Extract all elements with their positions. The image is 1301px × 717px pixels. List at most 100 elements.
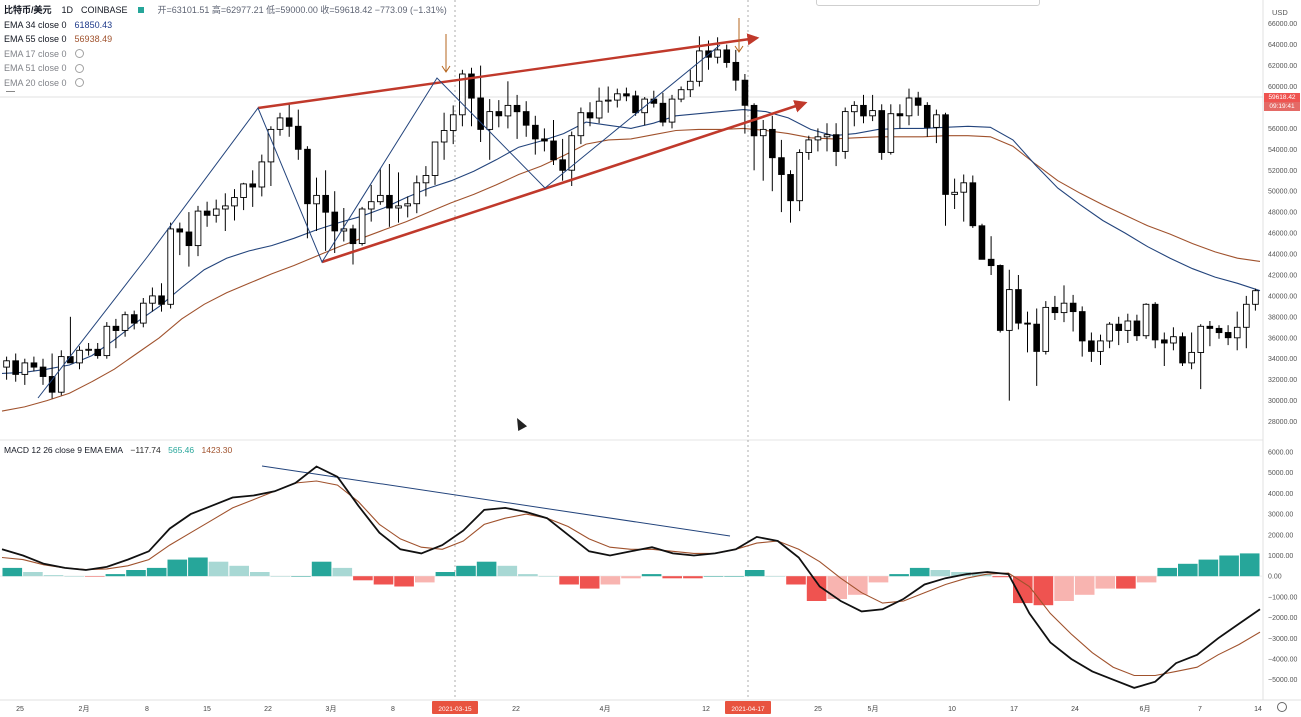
macd-tick-label: 3000.00 xyxy=(1268,512,1293,519)
candle xyxy=(121,311,129,337)
macd-histogram-bar xyxy=(600,576,621,585)
candle xyxy=(778,139,785,213)
candle xyxy=(1024,311,1031,353)
up-candle-body xyxy=(459,73,466,116)
price-tick-label: 44000.00 xyxy=(1268,252,1297,259)
down-candle-body xyxy=(996,265,1004,331)
macd-histogram-bar xyxy=(579,576,600,589)
up-candle-body xyxy=(887,113,895,153)
macd-histogram-bar xyxy=(1095,576,1116,589)
down-candle-body xyxy=(304,148,311,205)
macd-legend[interactable]: MACD 12 26 close 9 EMA EMA −117.74 565.4… xyxy=(4,445,237,455)
date-tick-label: 14 xyxy=(1254,706,1262,713)
up-candle-body xyxy=(103,325,111,357)
macd-histogram-bar xyxy=(270,576,291,577)
candle xyxy=(541,128,548,152)
candle xyxy=(1033,308,1040,386)
up-candle-body xyxy=(686,80,694,91)
candle xyxy=(76,346,83,370)
down-candle-body xyxy=(1224,332,1232,339)
up-candle-body xyxy=(933,114,940,128)
top-toolbar-box[interactable] xyxy=(816,0,1040,6)
trend-zigzag-line xyxy=(37,44,721,399)
eye-icon[interactable] xyxy=(74,49,84,59)
indicator-value: 61850.43 xyxy=(74,19,113,30)
down-candle-body xyxy=(541,138,548,142)
up-candle-body xyxy=(696,50,703,82)
down-candle-body xyxy=(12,360,19,375)
up-candle-body xyxy=(1106,323,1113,342)
candle xyxy=(1243,295,1250,349)
down-candle-body xyxy=(787,174,794,202)
candle xyxy=(513,94,521,139)
date-tick-label: 24 xyxy=(1071,706,1079,713)
eye-icon[interactable] xyxy=(74,78,84,88)
candle xyxy=(522,101,530,137)
macd-histogram-bar xyxy=(909,567,930,577)
up-candle-body xyxy=(486,111,494,130)
down-candle-body xyxy=(1033,323,1040,352)
symbol-name[interactable]: 比特币/美元 xyxy=(4,5,52,15)
date-tick-label: 2021-04-17 xyxy=(731,706,765,713)
indicator-label: EMA 55 close 0 xyxy=(4,34,67,44)
price-tick-label: 34000.00 xyxy=(1268,356,1297,363)
indicator-row[interactable]: EMA 51 close 0 xyxy=(4,61,447,76)
down-candle-body xyxy=(987,258,995,267)
candle xyxy=(377,169,384,205)
candle xyxy=(1042,301,1050,355)
collapse-legend-toggle[interactable] xyxy=(6,91,15,96)
indicator-row[interactable]: EMA 20 close 0 xyxy=(4,76,447,91)
settings-gear-icon[interactable] xyxy=(1277,702,1287,712)
up-candle-body xyxy=(276,117,284,130)
macd-histogram-bar xyxy=(683,576,703,579)
macd-histogram-bar xyxy=(641,574,662,577)
down-candle-body xyxy=(203,210,211,216)
candle xyxy=(486,99,494,160)
macd-histogram-bar xyxy=(992,576,1012,578)
indicator-row[interactable]: EMA 17 close 0 xyxy=(4,47,447,62)
candle xyxy=(1015,275,1022,330)
macd-tick-label: −2000.00 xyxy=(1268,615,1297,622)
price-tick-label: 28000.00 xyxy=(1268,419,1297,426)
macd-histogram-bar xyxy=(23,572,43,577)
price-tick-label: 50000.00 xyxy=(1268,189,1297,196)
indicator-row[interactable]: EMA 34 close 0 61850.43 xyxy=(4,18,447,33)
candle xyxy=(39,358,47,385)
candle xyxy=(304,146,311,239)
date-tick-label: 3月 xyxy=(326,705,337,713)
price-tick-label: 52000.00 xyxy=(1268,168,1297,175)
macd-tick-label: −5000.00 xyxy=(1268,677,1297,684)
candle xyxy=(759,120,767,181)
indicator-row[interactable]: EMA 55 close 0 56938.49 xyxy=(4,32,447,47)
candle xyxy=(942,112,949,226)
candle xyxy=(832,123,840,167)
candle xyxy=(1188,332,1195,370)
candle xyxy=(978,223,986,260)
eye-icon[interactable] xyxy=(74,63,84,73)
macd-histogram-bar xyxy=(1013,576,1033,604)
macd-value: 1423.30 xyxy=(201,445,233,455)
down-candle-body xyxy=(1051,306,1059,314)
candle xyxy=(258,154,266,197)
date-tick-label: 10 xyxy=(948,706,956,713)
exchange: COINBASE xyxy=(81,5,128,15)
up-candle-body xyxy=(841,111,849,152)
candle xyxy=(1106,322,1113,349)
macd-histogram-bar xyxy=(105,574,126,577)
candle xyxy=(668,94,676,129)
date-tick-label: 6月 xyxy=(1140,705,1151,713)
candle xyxy=(1170,327,1177,351)
countdown-tag: 09:19:41 xyxy=(1264,102,1300,111)
up-candle-body xyxy=(1042,306,1050,352)
up-candle-body xyxy=(404,203,411,207)
macd-value: −117.74 xyxy=(130,445,161,455)
candle xyxy=(240,182,247,211)
timeframe[interactable]: 1D xyxy=(61,5,74,15)
upper-channel-arrow xyxy=(257,33,760,110)
up-candle-body xyxy=(231,197,238,207)
up-candle-body xyxy=(313,194,320,205)
up-candle-body xyxy=(1188,351,1195,364)
down-candle-body xyxy=(860,104,867,117)
